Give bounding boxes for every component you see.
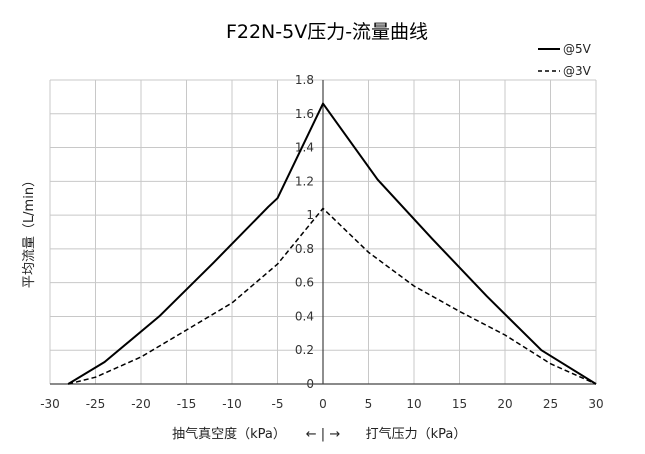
x-tick-label: 15	[452, 397, 467, 411]
series-line-5v	[67, 102, 597, 385]
y-tick-label: 0.6	[295, 276, 314, 290]
x-tick-label: -30	[40, 397, 60, 411]
x-tick-label: -5	[272, 397, 284, 411]
chart-title: F22N-5V压力-流量曲线	[226, 21, 428, 43]
x-tick-label: -10	[222, 397, 242, 411]
y-tick-label: 0.2	[295, 343, 314, 357]
x-tick-label: 5	[365, 397, 373, 411]
y-tick-label: 1	[306, 208, 314, 222]
x-tick-label: 30	[588, 397, 603, 411]
series-line-3v	[68, 207, 597, 385]
x-tick-label: -20	[131, 397, 151, 411]
x-tick-label: 0	[319, 397, 327, 411]
x-axis-title-right: 打气压力（kPa）	[366, 426, 467, 442]
y-tick-label: 0.8	[295, 242, 314, 256]
x-tick-label: 25	[543, 397, 558, 411]
y-tick-label: 1.6	[295, 107, 314, 121]
y-axis-title: 平均流量（L/min）	[22, 174, 37, 288]
y-tick-label: 1.2	[295, 174, 314, 188]
legend-label-3v: @3V	[563, 64, 592, 78]
plot-grid	[49, 79, 597, 385]
y-tick-label: 0.4	[295, 309, 314, 323]
x-axis-title-arrow: ← | →	[306, 427, 341, 442]
x-axis-title-left: 抽气真空度（kPa）	[172, 426, 286, 442]
legend: @5V @3V	[538, 42, 592, 78]
legend-label-5v: @5V	[563, 42, 592, 56]
series-lines	[67, 102, 597, 385]
x-tick-label: -15	[177, 397, 197, 411]
x-tick-label: 10	[406, 397, 421, 411]
x-tick-label: -25	[86, 397, 106, 411]
y-tick-label: 1.8	[295, 73, 314, 87]
y-axis: 00.20.40.60.811.21.41.61.8	[295, 73, 324, 391]
x-tick-label: 20	[497, 397, 512, 411]
x-axis-ticks: -30 -25 -20 -15 -10 -5 0 5 10 15 20 25 30	[40, 383, 604, 411]
